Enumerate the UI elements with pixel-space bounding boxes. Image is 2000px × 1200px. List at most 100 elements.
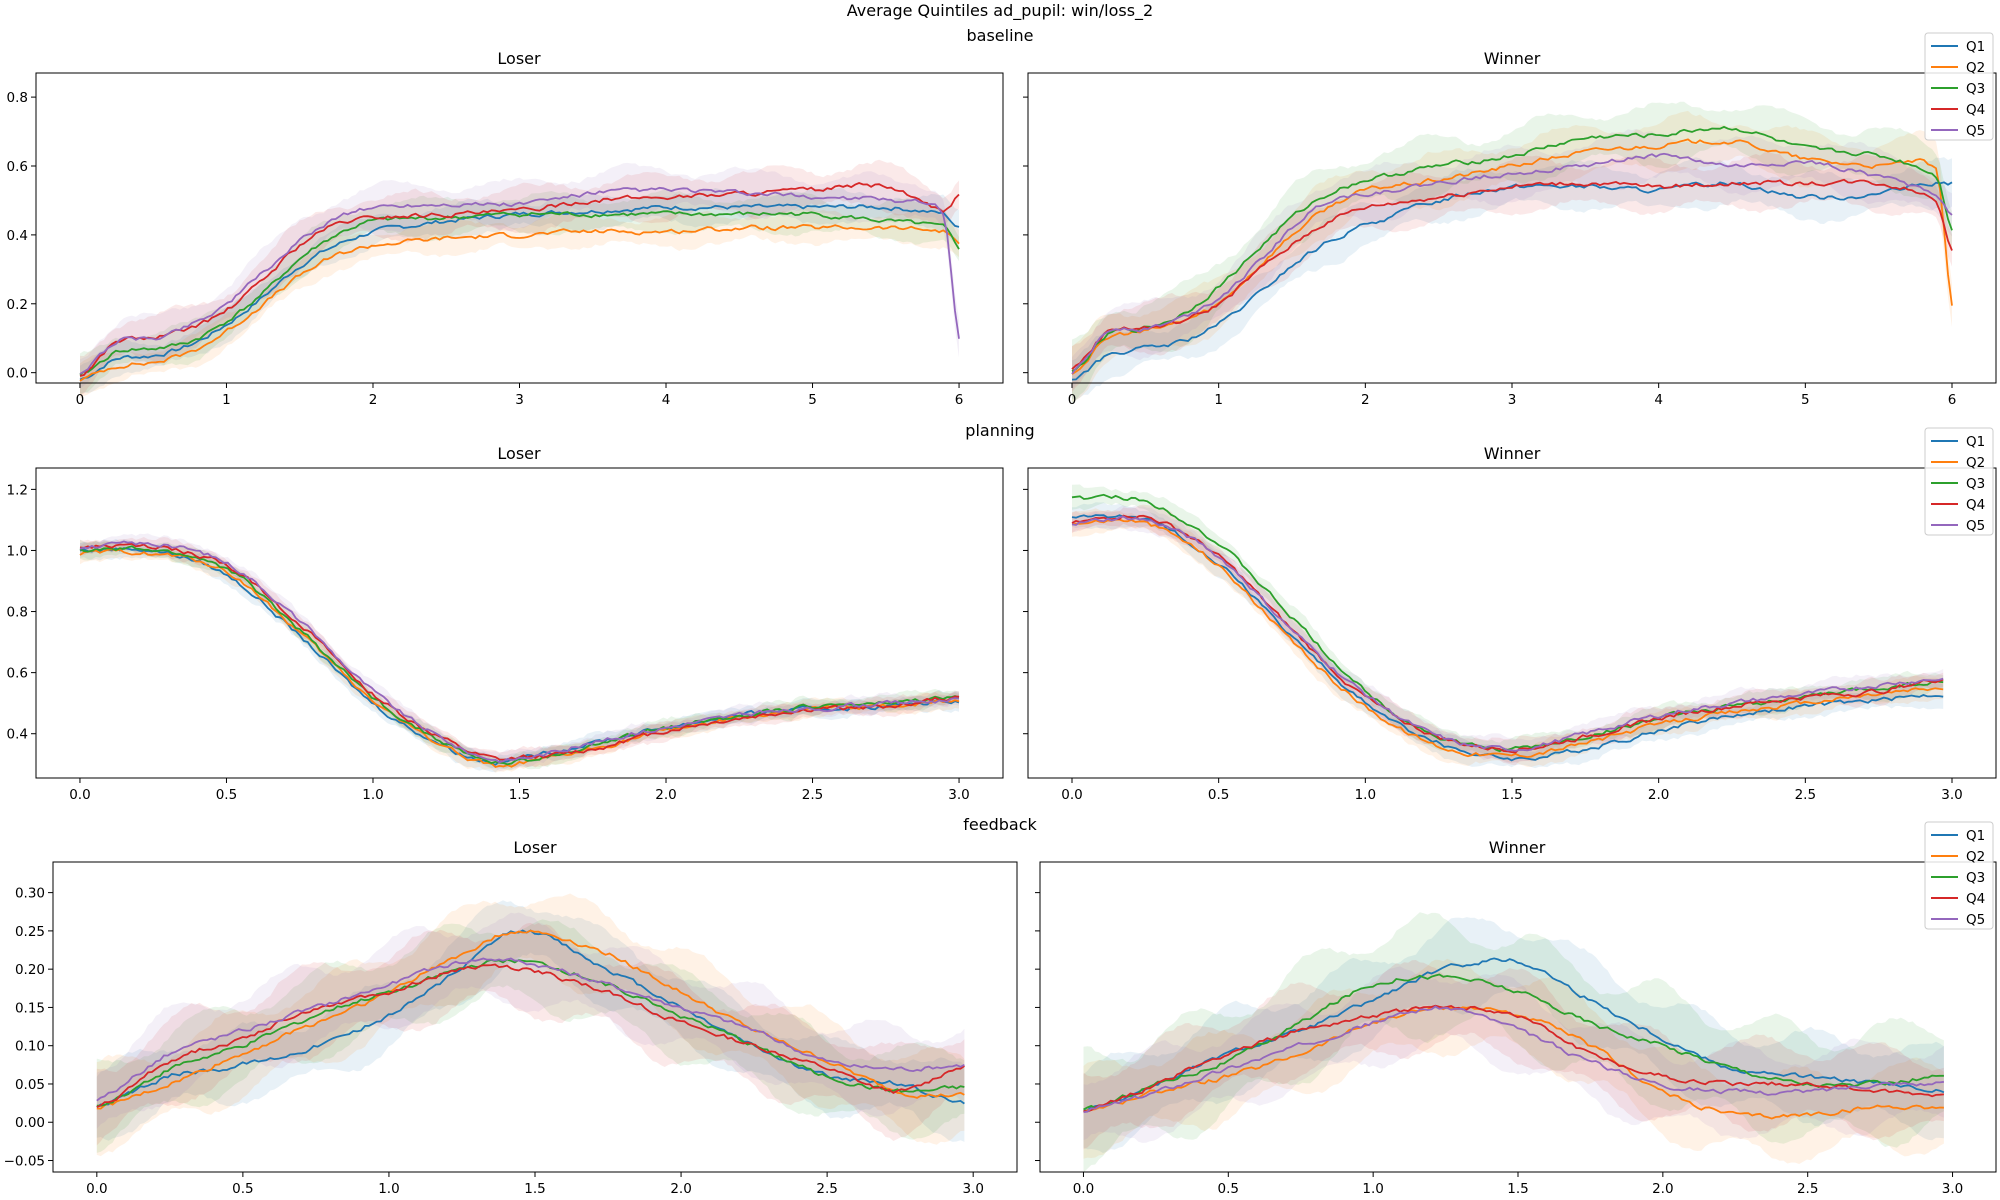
confidence-band-q2 — [1072, 110, 1952, 402]
y-tick-label: 0.25 — [15, 924, 45, 940]
subplot-title: Loser — [513, 838, 557, 857]
x-tick-label: 2.0 — [655, 787, 676, 803]
x-tick-label: 2.5 — [816, 1181, 837, 1197]
confidence-band-q5 — [80, 162, 959, 389]
confidence-band-q3 — [96, 919, 965, 1153]
x-tick-label: 0.5 — [232, 1181, 253, 1197]
x-tick-label: 1.5 — [1501, 787, 1522, 803]
y-tick-label: 0.30 — [15, 886, 45, 902]
row-title-baseline: baseline — [966, 26, 1033, 45]
x-tick-label: 0.5 — [216, 787, 237, 803]
confidence-band-q3 — [1072, 484, 1944, 761]
subplot-title: Winner — [1484, 444, 1541, 463]
x-tick-label: 0.0 — [1061, 787, 1082, 803]
legend-label-q1: Q1 — [1966, 434, 1985, 450]
chart-feedback-loser: Loser 0.0 0.5 1.0 1.5 2.0 2.5 3.0 −0.05 0.00 0.05… — [4, 838, 1018, 1197]
x-tick-label: 1.0 — [378, 1181, 399, 1197]
legend-label-q4: Q4 — [1966, 102, 1985, 118]
legend-label-q3: Q3 — [1966, 81, 1985, 97]
legend-label-q2: Q2 — [1966, 455, 1985, 471]
series-line-q1 — [1071, 181, 1953, 381]
chart-baseline-winner: Winner 0 1 2 3 4 5 6 Q1 Q2 Q3 Q4 Q5 — [1023, 32, 1997, 408]
x-tick-label: 2.5 — [1797, 1181, 1818, 1197]
y-tick-label: 0.10 — [15, 1039, 45, 1055]
x-tick-label: 0 — [1068, 392, 1077, 408]
legend-label-q5: Q5 — [1966, 912, 1985, 928]
x-tick-label: 5 — [1801, 392, 1810, 408]
series-line-q4 — [79, 182, 960, 377]
legend-label-q4: Q4 — [1966, 891, 1985, 907]
x-tick-label: 0.0 — [86, 1181, 107, 1197]
x-tick-label: 3.0 — [962, 1181, 983, 1197]
series-line-q3 — [1071, 125, 1953, 373]
confidence-band-q1 — [80, 187, 959, 394]
x-tick-label: 0.0 — [69, 787, 90, 803]
y-tick-label: 1.0 — [7, 543, 28, 559]
legend-label-q4: Q4 — [1966, 497, 1985, 513]
x-tick-label: 1.5 — [1507, 1181, 1528, 1197]
confidence-band-q1 — [1072, 502, 1944, 769]
x-tick-label: 2.0 — [1648, 787, 1669, 803]
legend-label-q5: Q5 — [1966, 518, 1985, 534]
x-tick-label: 1.0 — [1362, 1181, 1383, 1197]
legend-box — [1924, 427, 1994, 536]
confidence-band-q2 — [1072, 508, 1944, 767]
x-tick-label: 2.0 — [670, 1181, 691, 1197]
series-line-q3 — [79, 210, 960, 376]
x-tick-label: 1.5 — [509, 787, 530, 803]
confidence-band-q4 — [1083, 960, 1944, 1150]
confidence-band-q4 — [1072, 504, 1944, 766]
chart-planning-loser: Loser 0.0 0.5 1.0 1.5 2.0 2.5 3.0 0.4 0.6 0.8 1.0 1… — [7, 444, 1004, 803]
x-tick-label: 1.5 — [524, 1181, 545, 1197]
x-tick-label: 6 — [955, 392, 964, 408]
y-tick-label: 0.8 — [7, 90, 28, 106]
legend-label-q5: Q5 — [1966, 123, 1985, 139]
series-line-q5 — [1071, 515, 1944, 752]
legend: Q1 Q2 Q3 Q4 Q5 — [1924, 821, 1994, 930]
figure-title: Average Quintiles ad_pupil: win/loss_2 — [847, 1, 1153, 21]
x-tick-label: 0.0 — [1073, 1181, 1094, 1197]
confidence-band-q3 — [1072, 101, 1952, 404]
x-tick-label: 6 — [1948, 392, 1957, 408]
series-line-q5 — [79, 186, 960, 375]
confidence-band-q3 — [1083, 912, 1944, 1173]
confidence-band-q1 — [1083, 917, 1944, 1153]
y-tick-label: 0.0 — [7, 366, 28, 382]
confidence-band-q3 — [80, 189, 959, 396]
series-line-q2 — [96, 929, 965, 1110]
x-tick-label: 5 — [808, 392, 817, 408]
legend-box — [1924, 32, 1994, 141]
confidence-band-q2 — [96, 893, 965, 1157]
subplot-title: Winner — [1489, 838, 1546, 857]
y-tick-label: 0.8 — [7, 605, 28, 621]
x-tick-label: 2 — [1361, 392, 1370, 408]
subplot-title: Loser — [497, 444, 541, 463]
y-tick-label: −0.05 — [4, 1154, 45, 1170]
x-tick-label: 2.5 — [1795, 787, 1816, 803]
x-tick-label: 1.0 — [362, 787, 383, 803]
x-tick-label: 0 — [76, 392, 85, 408]
x-tick-label: 1 — [1214, 392, 1223, 408]
x-tick-label: 1.0 — [1355, 787, 1376, 803]
y-tick-label: 0.2 — [7, 297, 28, 313]
row-title-planning: planning — [965, 421, 1034, 440]
series-line-q4 — [1083, 1004, 1944, 1113]
x-tick-label: 2.5 — [802, 787, 823, 803]
legend-label-q3: Q3 — [1966, 476, 1985, 492]
confidence-band-q1 — [96, 900, 965, 1142]
series-line-q4 — [1071, 178, 1953, 370]
series-line-q1 — [1083, 957, 1945, 1112]
subplot-title: Winner — [1484, 49, 1541, 68]
confidence-band-q4 — [96, 922, 965, 1146]
legend: Q1 Q2 Q3 Q4 Q5 — [1924, 32, 1994, 141]
x-tick-label: 2 — [369, 392, 378, 408]
row-title-feedback: feedback — [963, 815, 1037, 834]
series-line-q3 — [96, 958, 965, 1107]
legend-label-q1: Q1 — [1966, 39, 1985, 55]
x-tick-label: 3.0 — [948, 787, 969, 803]
x-tick-label: 3.0 — [1942, 1181, 1963, 1197]
y-tick-label: 0.4 — [7, 727, 28, 743]
confidence-band-q1 — [80, 538, 959, 773]
